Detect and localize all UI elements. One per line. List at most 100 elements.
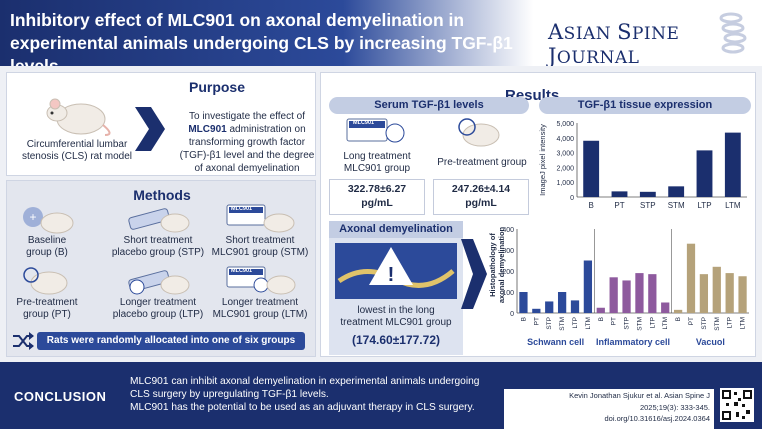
axonal-title: Axonal demyelination	[329, 221, 463, 238]
tissue-x-tick: PT	[614, 201, 624, 210]
tissue-bar	[668, 186, 685, 197]
mlc901-long-icon	[226, 266, 296, 295]
conclusion-label: CONCLUSION	[14, 389, 107, 404]
qr-code-icon[interactable]	[720, 388, 754, 422]
methods-title: Methods	[133, 187, 191, 203]
tissue-x-tick: STP	[640, 201, 656, 210]
histo-x-tick: STP	[546, 317, 553, 330]
serum-title: Serum TGF-β1 levels	[329, 97, 529, 114]
histo-y-tick: 200	[502, 269, 514, 276]
histo-bar	[596, 307, 605, 313]
group-ltm: Longer treatment MLC901 group (LTM)	[212, 297, 308, 320]
histo-x-tick: LTP	[727, 317, 734, 328]
purpose-title: Purpose	[188, 79, 245, 95]
histo-x-tick: STP	[701, 317, 708, 330]
histo-bar	[699, 274, 709, 313]
histo-x-tick: LTP	[572, 317, 579, 328]
tissue-y-tick: 1,000	[556, 180, 574, 187]
serum-group2-label: Pre-treatment group	[437, 157, 527, 168]
histo-bar	[712, 266, 721, 313]
tissue-x-tick: LTM	[725, 201, 741, 210]
histo-y-tick: 0	[510, 311, 514, 318]
histo-bar	[545, 301, 554, 313]
histo-x-tick: PT	[533, 317, 540, 325]
group-pt: Pre-treatment group (PT)	[16, 297, 78, 320]
histo-bar	[519, 292, 528, 313]
placebo-long-icon	[128, 270, 190, 295]
histo-x-tick: LTM	[585, 317, 592, 330]
histo-panel-label: Inflammatory cell	[596, 337, 670, 347]
histo-bar	[570, 300, 580, 313]
tissue-x-tick: B	[588, 201, 593, 210]
histo-bar	[673, 309, 683, 313]
histo-x-tick: LTM	[740, 317, 747, 330]
citation-volume: 2025;19(3): 333-345.	[639, 403, 710, 412]
serum-group1-label: Long treatment MLC901 group	[343, 151, 411, 174]
histo-panel-label: Schwann cell	[527, 337, 584, 347]
purpose-text: To investigate the effect of MLC901 admi…	[179, 111, 315, 174]
chevron-right-results-icon	[461, 239, 487, 309]
axonal-value: (174.60±177.72)	[352, 333, 440, 347]
serum-value-pt: 247.26±4.14 pg/mL	[433, 179, 529, 215]
citation-doi[interactable]: doi.org/10.31616/asj.2024.0364	[604, 414, 710, 423]
citation-authors: Kevin Jonathan Sjukur et al. Asian Spine…	[569, 391, 710, 400]
histo-y-axis-label-1: Histopathology of	[488, 233, 497, 297]
tissue-x-tick: LTP	[697, 201, 711, 210]
histo-x-tick: B	[520, 317, 527, 321]
group-stm: Short treatment MLC901 group (STM)	[211, 235, 309, 258]
histo-y-tick: 400	[502, 227, 514, 234]
histo-x-tick: PT	[611, 317, 618, 325]
histo-bar	[557, 292, 567, 313]
mlc901-pill-label-ltm: MLC901	[231, 268, 253, 274]
pre-treatment-rat-small-icon	[458, 118, 500, 147]
histo-x-tick: PT	[688, 317, 695, 325]
histo-bar	[738, 276, 747, 313]
rat-model-caption: Circumferential lumbar stenosis (CLS) ra…	[21, 139, 133, 162]
spine-logo-icon	[719, 12, 747, 54]
histo-bar	[609, 277, 618, 313]
tissue-bar	[611, 191, 628, 197]
allocation-banner: Rats were randomly allocated into one of…	[37, 332, 305, 350]
placebo-syringe-icon	[128, 208, 190, 233]
histo-x-tick: B	[598, 317, 605, 321]
histo-panel-label: Vacuol	[696, 337, 725, 347]
svg-text:+: +	[29, 210, 36, 224]
histo-y-tick: 300	[502, 248, 514, 255]
histo-y-axis-label-2: axonal demyelination	[497, 226, 506, 303]
footer-conclusion: CONCLUSION MLC901 can inhibit axonal dem…	[0, 362, 762, 429]
mlc901-box-icon	[346, 118, 405, 143]
histo-x-tick: STM	[714, 317, 721, 331]
svg-text:!: !	[388, 264, 395, 286]
mlc901-pill-label-stm: MLC901	[231, 206, 253, 212]
histo-bar	[686, 243, 696, 313]
tissue-bar	[583, 140, 600, 197]
tissue-bar	[696, 150, 713, 197]
tissue-y-tick: 0	[570, 195, 574, 202]
tissue-y-tick: 2,000	[556, 165, 574, 172]
tissue-x-tick: STM	[668, 201, 685, 210]
rat-icon	[46, 98, 111, 136]
group-baseline: Baseline group (B)	[26, 235, 68, 258]
histo-bar	[661, 302, 670, 313]
histo-x-tick: B	[675, 317, 682, 321]
histo-y-tick: 100	[502, 290, 514, 297]
journal-logo: ASIAN SPINE JOURNAL	[548, 20, 680, 68]
histo-x-tick: STP	[624, 317, 631, 330]
histo-bar	[648, 274, 657, 313]
main-content: Purpose Circumferential lumbar stenosis …	[0, 66, 762, 362]
citation-box: Kevin Jonathan Sjukur et al. Asian Spine…	[504, 389, 714, 429]
header-banner: Inhibitory effect of MLC901 on axonal de…	[0, 0, 762, 76]
histo-x-tick: STM	[636, 317, 643, 331]
tissue-y-axis-label: ImageJ pixel intensity	[538, 124, 547, 196]
histo-bar	[725, 273, 734, 313]
histo-bar	[635, 273, 644, 313]
histo-x-tick: LTP	[649, 317, 656, 328]
tissue-title: TGF-β1 tissue expression	[539, 97, 751, 114]
tissue-y-tick: 3,000	[556, 151, 574, 158]
group-stp: Short treatment placebo group (STP)	[111, 235, 205, 258]
tissue-chart: ImageJ pixel intensity 0 1,000 2,000 3,000 4,…	[538, 121, 747, 210]
histo-bar	[583, 260, 593, 313]
mlc901-pill-label-serum: MLC901	[353, 120, 375, 126]
purpose-panel: Purpose Circumferential lumbar stenosis …	[6, 72, 316, 176]
neuron-warning-icon: !	[335, 243, 457, 299]
